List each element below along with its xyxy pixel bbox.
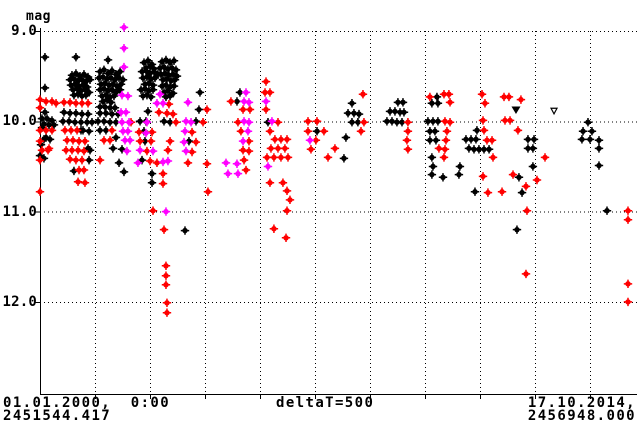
x-axis-start-date-label: 01.01.2000, 0:00 (3, 395, 171, 411)
y-tick-label-9: 9.0 (11, 23, 37, 39)
y-axis-title: mag (26, 9, 51, 24)
observations-magenta (116, 23, 315, 216)
fainter-than-marker-filled (511, 106, 521, 115)
fainter-than-marker-open (550, 107, 559, 116)
delta-t-label: deltaT=500 (276, 395, 375, 411)
x-axis-start-jd-label: 2451544.417 (3, 408, 112, 424)
y-tick-label-10: 10.0 (2, 113, 37, 129)
x-axis-end-jd-label: 2456948.000 (527, 408, 636, 424)
observations-black (35, 52, 612, 235)
observations-red (35, 77, 633, 317)
x-axis-end-date-label: 17.10.2014, (527, 395, 636, 411)
y-tick-label-12: 12.0 (2, 294, 37, 310)
y-tick-label-11: 11.0 (2, 204, 37, 220)
